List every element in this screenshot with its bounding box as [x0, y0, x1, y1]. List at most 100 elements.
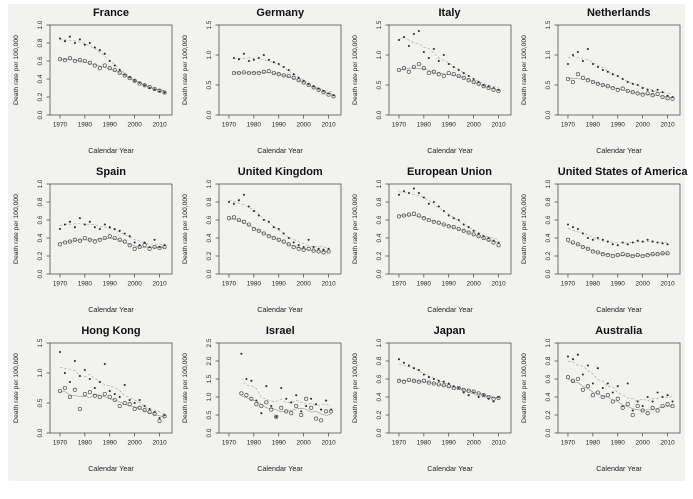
data-point-open	[605, 253, 610, 258]
data-point-open	[471, 232, 476, 237]
data-point-filled	[581, 373, 584, 376]
data-point-open	[650, 252, 655, 257]
data-point-open	[610, 253, 615, 259]
data-point-filled	[651, 400, 654, 403]
data-point-filled	[292, 73, 295, 76]
data-point-open	[575, 242, 580, 247]
x-axis-title: Calendar Year	[596, 146, 642, 155]
data-point-filled	[108, 226, 111, 229]
y-tick-label: 0.6	[206, 215, 213, 224]
data-point-open	[127, 243, 132, 248]
data-point-open	[97, 237, 102, 242]
x-tick-label: 2010	[152, 440, 167, 447]
x-tick-label: 2000	[466, 440, 481, 447]
x-axis-title: Calendar Year	[427, 146, 473, 155]
data-point-open	[481, 84, 486, 89]
data-point-filled	[267, 58, 271, 61]
data-point-open	[416, 213, 421, 218]
y-tick-label: 0.2	[376, 251, 383, 260]
data-point-open	[112, 67, 117, 73]
x-tick-label: 1970	[561, 122, 576, 129]
x-tick-label: 2010	[322, 440, 337, 447]
data-point-open	[306, 246, 311, 251]
data-point-filled	[417, 191, 420, 195]
x-tick-label: 1980	[585, 440, 600, 447]
data-point-open	[276, 237, 282, 242]
data-point-open	[122, 73, 127, 78]
data-point-filled	[310, 397, 313, 400]
data-point-filled	[591, 238, 594, 241]
data-point-filled	[287, 236, 291, 240]
data-point-open	[665, 402, 670, 407]
x-tick-label: 1990	[441, 440, 456, 447]
data-point-filled	[325, 399, 328, 402]
data-point-open	[585, 246, 590, 251]
data-point-filled	[133, 241, 136, 244]
data-point-open	[650, 405, 655, 410]
data-point-filled	[412, 187, 415, 190]
data-point-filled	[78, 38, 81, 41]
data-point-open	[476, 234, 481, 239]
data-point-filled	[477, 232, 480, 235]
data-point-filled	[143, 241, 146, 244]
data-point-open	[645, 253, 650, 258]
x-tick-label: 1970	[222, 440, 237, 447]
x-tick-label: 1990	[103, 281, 118, 288]
data-point-filled	[243, 52, 246, 55]
data-point-filled	[113, 64, 116, 67]
y-tick-label: 1.0	[206, 392, 213, 401]
data-point-open	[127, 402, 132, 407]
plot-title: Germany	[256, 7, 305, 19]
data-point-open	[590, 79, 595, 85]
data-point-open	[72, 58, 77, 64]
x-tick-label: 2000	[128, 281, 143, 288]
data-point-filled	[402, 361, 405, 364]
y-axis-title: Death rate per 100,000	[182, 35, 189, 105]
y-tick-label: 0.8	[376, 356, 383, 365]
data-point-filled	[641, 86, 644, 90]
subplot-israel: Israel 1970 1980 1990 2000 2010 0.0 0.5 1.0 1.5 2…	[177, 322, 346, 481]
data-point-filled	[93, 46, 96, 49]
data-point-filled	[601, 68, 604, 72]
x-tick-label: 1980	[78, 440, 93, 447]
data-point-open	[416, 61, 421, 67]
y-tick-label: 0.0	[206, 110, 213, 119]
data-point-filled	[492, 400, 495, 403]
y-tick-label: 0.0	[376, 110, 383, 119]
data-point-open	[620, 252, 625, 257]
data-point-open	[147, 246, 152, 251]
data-point-filled	[312, 245, 315, 249]
y-tick-label: 1.5	[545, 21, 552, 29]
data-point-filled	[581, 59, 584, 63]
y-tick-label: 0.4	[376, 392, 383, 401]
data-point-open	[97, 394, 102, 400]
data-point-open	[660, 94, 665, 100]
data-point-open	[595, 81, 600, 86]
data-point-open	[421, 378, 426, 383]
y-tick-label: 2.0	[206, 356, 213, 365]
data-point-open	[281, 239, 287, 244]
y-axis-title: Death rate per 100,000	[521, 35, 528, 105]
y-axis-title: Death rate per 100,000	[13, 353, 20, 423]
data-point-open	[406, 212, 411, 217]
data-point-open	[620, 405, 625, 410]
data-point-filled	[576, 353, 579, 356]
data-point-open	[625, 402, 630, 407]
data-point-open	[665, 96, 670, 101]
data-point-open	[311, 85, 316, 90]
data-point-filled	[272, 226, 276, 229]
x-tick-label: 2010	[491, 440, 506, 447]
plot-box	[49, 342, 173, 434]
data-point-filled	[631, 82, 634, 85]
x-tick-label: 2000	[297, 440, 312, 447]
x-tick-label: 1990	[272, 122, 287, 129]
data-point-open	[481, 393, 486, 398]
x-tick-label: 1990	[610, 122, 625, 129]
plot-box	[557, 24, 681, 116]
y-tick-label: 0.2	[37, 251, 44, 260]
data-point-open	[431, 219, 436, 224]
series-line	[398, 214, 499, 243]
data-point-open	[570, 240, 575, 245]
data-point-open	[107, 394, 112, 400]
data-point-filled	[68, 380, 71, 384]
